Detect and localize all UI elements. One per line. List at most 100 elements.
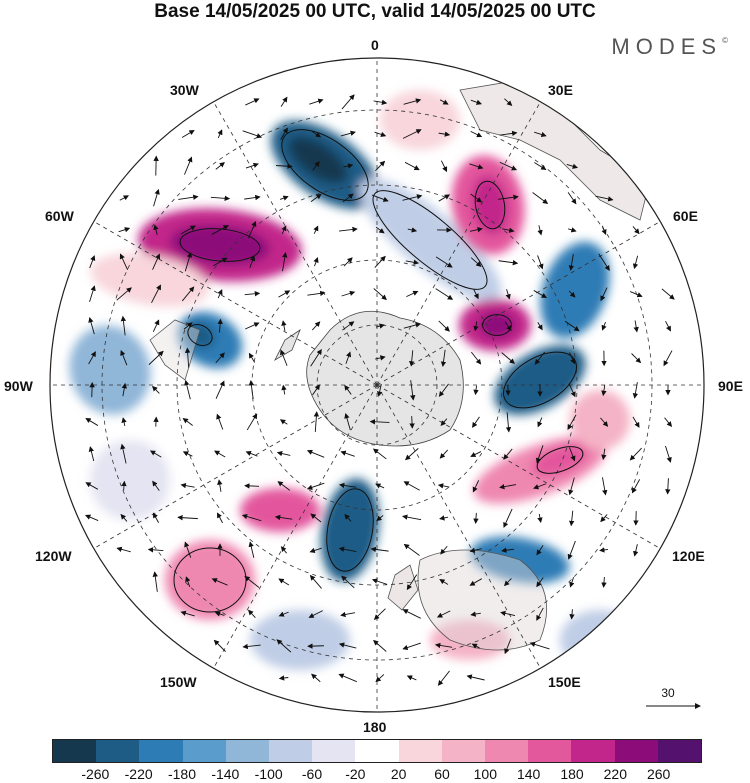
wind-arrow [85,514,99,522]
wind-arrow [437,670,450,686]
wind-arrow [438,194,451,202]
anomaly-blob [479,312,515,338]
wind-arrow [152,319,160,332]
wind-arrow [535,445,544,464]
wind-arrow [184,156,193,175]
wind-arrow [215,380,225,399]
wind-arrow [566,163,579,169]
wind-arrow [370,546,389,553]
wind-arrow [311,130,322,138]
wind-arrow [632,382,639,399]
wind-arrow [282,251,288,272]
wind-arrow [120,513,128,522]
wind-arrow [504,321,512,332]
wind-arrow [338,673,357,683]
wind-arrow [472,480,480,493]
wind-arrow [537,513,543,523]
wind-arrow [278,611,289,617]
wind-arrow [631,479,641,494]
wind-arrow [503,448,513,460]
wind-arrow [249,255,256,268]
colorbar-swatch [657,740,702,762]
wind-arrow [661,288,675,300]
colorbar-tick-label: -20 [345,766,366,782]
colorbar-swatch [96,740,140,762]
wind-arrow [500,610,516,617]
label-120e: 120E [672,548,705,564]
wind-arrow [340,611,356,618]
wind-arrow [569,577,575,588]
wind-arrow [499,161,518,171]
wind-arrow [338,642,357,649]
wind-arrow [248,609,256,619]
map-border [49,57,705,713]
wind-arrow [217,512,223,524]
wind-arrow [276,163,293,169]
wind-arrow [306,482,325,490]
meridian-line [376,219,663,386]
wind-arrow [242,643,261,650]
colorbar-tick-label: -180 [167,766,197,782]
wind-arrow [214,611,225,617]
wind-arrow [564,320,580,332]
wind-arrow [343,163,354,169]
wind-arrow [369,419,390,425]
wind-arrow [153,224,159,235]
wind-arrow [307,643,324,649]
wind-arrow [569,352,576,365]
wind-arrow [309,574,322,589]
wind-arrow [499,484,517,490]
wind-arrow [403,543,420,556]
wind-arrow [276,639,292,653]
wind-arrow [245,322,260,330]
wind-arrow [88,446,95,462]
contour-line [187,324,213,346]
wind-arrow [307,290,326,297]
colorbar-swatch [139,740,183,762]
colorbar-swatch [355,740,399,762]
wind-arrow [116,287,132,301]
wind-arrow [473,289,479,300]
wind-arrow [373,608,386,620]
wind-arrow [536,607,544,621]
wind-arrow [89,255,96,269]
wind-arrow [440,160,448,173]
wind-arrow [308,610,323,618]
wind-arrow [279,195,289,201]
wind-arrow [213,639,226,652]
label-60w: 60W [45,208,74,224]
wind-arrow [505,289,511,300]
meridian-line [376,384,543,671]
wind-arrow [504,638,512,655]
wind-arrow [88,351,96,365]
wind-arrow [121,417,127,427]
wind-arrow [470,351,482,365]
wind-arrow [470,451,482,457]
wind-arrow [404,161,420,171]
wind-arrow [664,417,673,428]
anomaly-blob [531,443,589,477]
wind-arrow [473,321,479,332]
colorbar-swatch [528,740,572,762]
wind-arrow [278,290,291,298]
wind-arrow [663,350,673,367]
wind-arrow [278,578,290,586]
wind-arrow [375,355,386,361]
anomaly-blob [570,390,630,450]
wind-arrow [568,253,575,271]
wind-arrow [440,545,448,555]
wind-arrow [153,188,160,207]
anomaly-blob [494,345,586,415]
wind-arrow [633,544,639,557]
wind-arrow [211,578,228,586]
anomaly-blob [380,90,460,150]
wind-arrow [121,480,127,491]
wind-arrow [338,546,357,552]
wind-arrow [375,323,385,329]
wind-arrow [568,227,577,233]
anomaly-blob [90,440,170,520]
wind-arrow [439,99,449,105]
wind-arrow [217,289,223,299]
label-150e: 150E [548,674,581,690]
colorbar-tick-label: 140 [516,766,541,782]
